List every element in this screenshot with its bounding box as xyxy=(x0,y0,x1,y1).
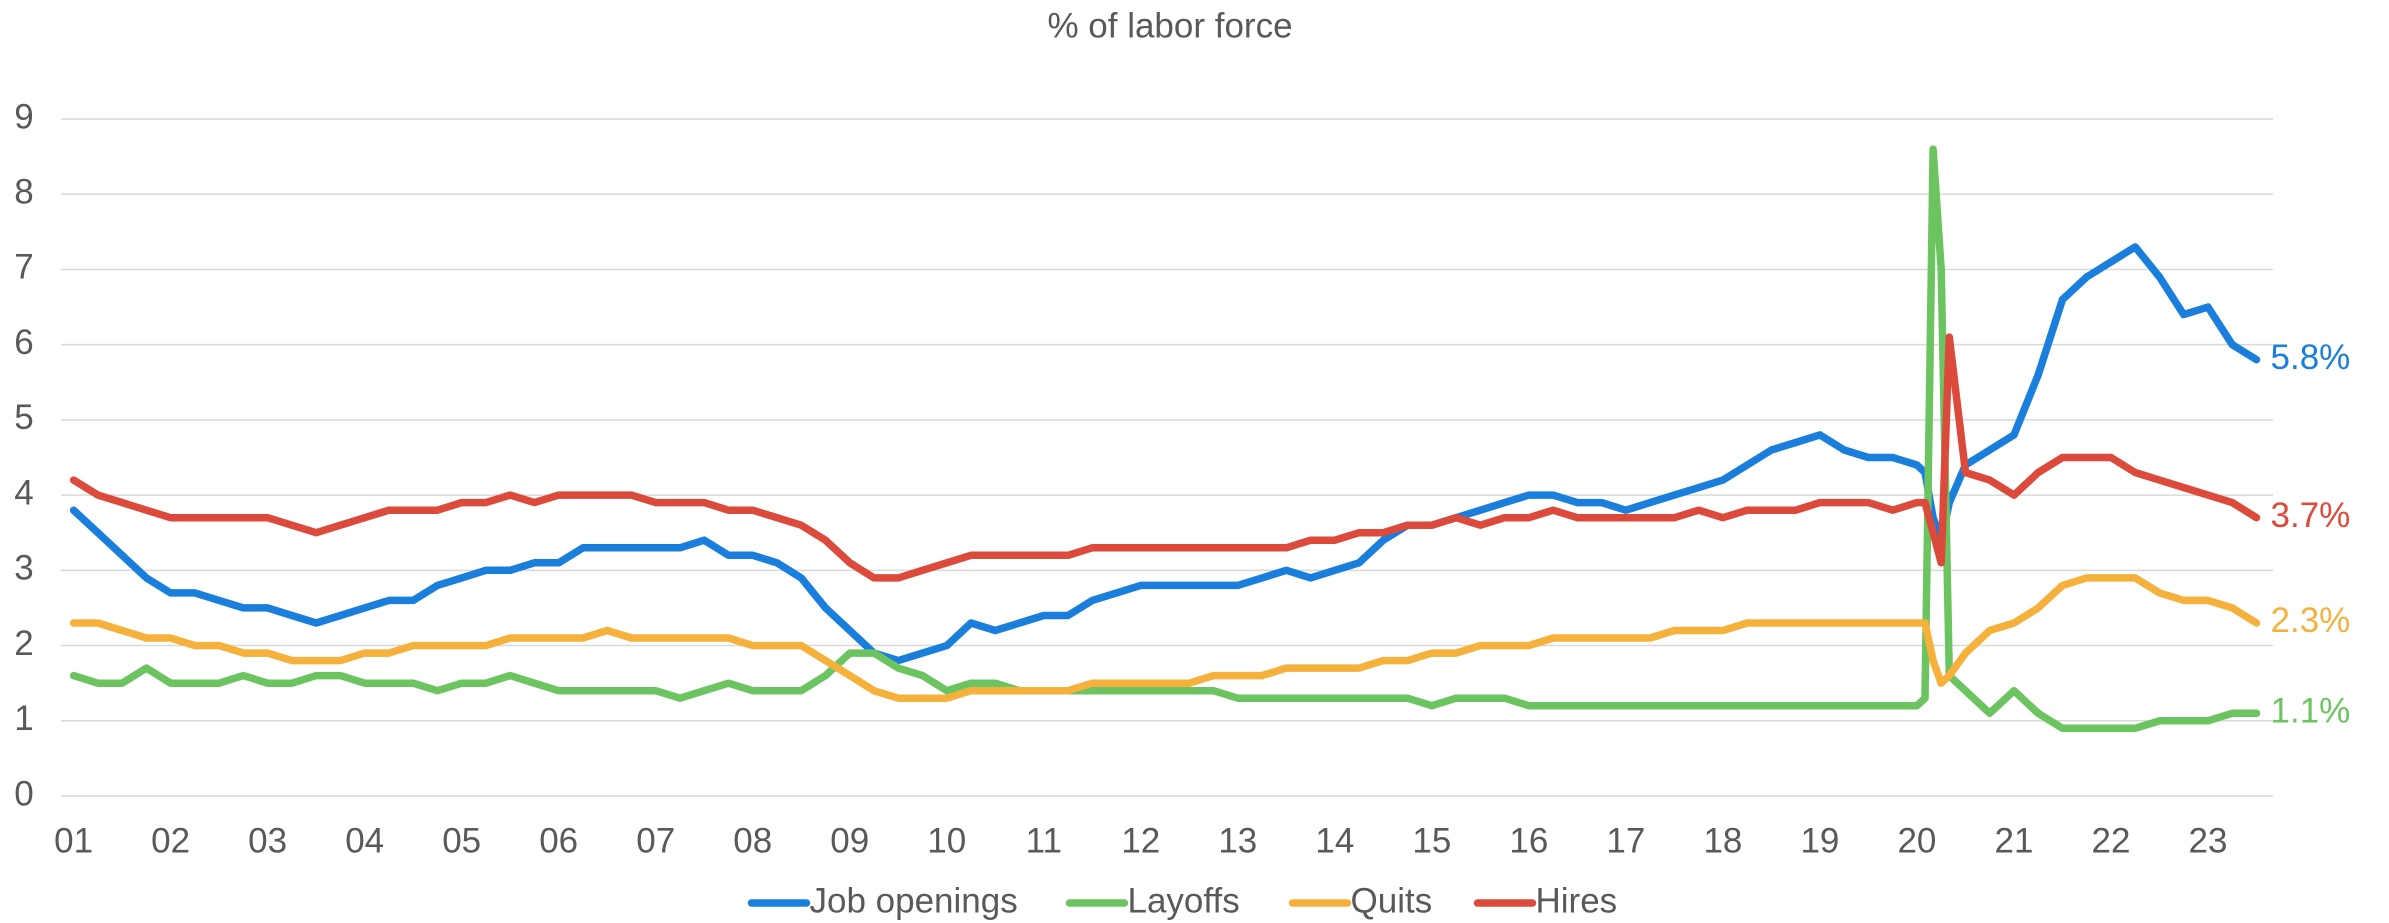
x-tick-label: 15 xyxy=(1412,821,1451,860)
y-tick-label: 7 xyxy=(14,248,33,287)
x-tick-label: 06 xyxy=(539,821,578,860)
legend-label: Layoffs xyxy=(1128,881,1240,920)
x-tick-label: 23 xyxy=(2189,821,2228,860)
x-tick-label: 20 xyxy=(1897,821,1936,860)
legend-item: Job openings xyxy=(747,881,1018,920)
series-line xyxy=(69,145,2261,733)
x-tick-label: 22 xyxy=(2092,821,2131,860)
x-tick-label: 03 xyxy=(248,821,287,860)
legend-item: Layoffs xyxy=(1065,881,1240,920)
x-tick-label: 17 xyxy=(1606,821,1645,860)
x-tick-label: 07 xyxy=(636,821,675,860)
legend-item: Hires xyxy=(1473,881,1618,920)
x-tick-label: 04 xyxy=(345,821,384,860)
y-tick-label: 2 xyxy=(14,624,33,663)
x-tick-label: 08 xyxy=(733,821,772,860)
x-tick-label: 16 xyxy=(1509,821,1548,860)
y-tick-label: 4 xyxy=(14,473,33,512)
y-tick-label: 1 xyxy=(14,699,33,738)
x-tick-label: 05 xyxy=(442,821,481,860)
x-tick-label: 13 xyxy=(1218,821,1257,860)
end-label: 3.7% xyxy=(2271,496,2351,535)
x-tick-label: 10 xyxy=(927,821,966,860)
x-tick-label: 18 xyxy=(1703,821,1742,860)
x-tick-label: 21 xyxy=(1994,821,2033,860)
end-label: 5.8% xyxy=(2271,338,2351,377)
legend-label: Hires xyxy=(1536,881,1618,920)
y-tick-label: 6 xyxy=(14,323,33,362)
x-tick-label: 01 xyxy=(54,821,93,860)
end-label: 1.1% xyxy=(2271,692,2351,731)
x-tick-label: 12 xyxy=(1121,821,1160,860)
legend-label: Quits xyxy=(1351,881,1433,920)
y-tick-label: 8 xyxy=(14,172,33,211)
series-line xyxy=(69,574,2261,702)
x-tick-label: 09 xyxy=(830,821,869,860)
legend-label: Job openings xyxy=(810,881,1018,920)
legend-item: Quits xyxy=(1288,881,1433,920)
x-tick-label: 19 xyxy=(1800,821,1839,860)
chart-title: % of labor force xyxy=(1047,6,1292,45)
series-line xyxy=(69,333,2261,582)
y-tick-label: 9 xyxy=(14,97,33,136)
y-tick-label: 5 xyxy=(14,398,33,437)
x-tick-label: 14 xyxy=(1315,821,1354,860)
y-tick-label: 3 xyxy=(14,549,33,588)
x-tick-label: 11 xyxy=(1026,821,1062,860)
y-tick-label: 0 xyxy=(14,774,33,813)
x-tick-label: 02 xyxy=(151,821,190,860)
end-label: 2.3% xyxy=(2271,601,2351,640)
